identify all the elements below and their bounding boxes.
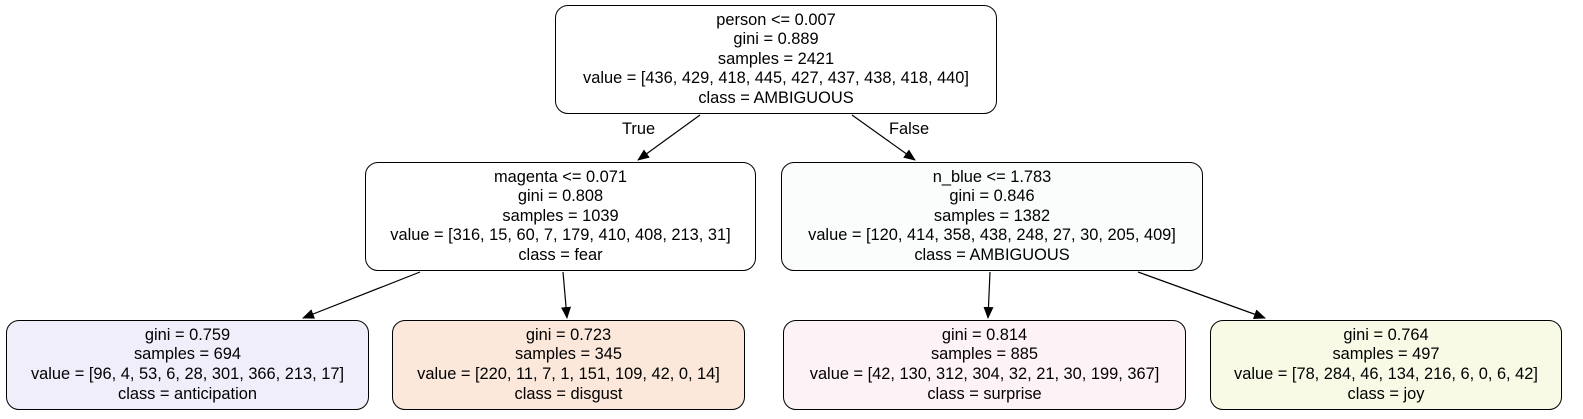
edge-0-to-2 — [851, 114, 916, 161]
edge-label-true: True — [622, 120, 656, 138]
node-value: value = [78, 284, 46, 134, 216, 6, 0, 6,… — [1234, 365, 1538, 383]
tree-leaf-anticipation: gini = 0.759 samples = 694 value = [96, … — [6, 320, 369, 410]
edge-2-to-5 — [983, 271, 994, 319]
tree-node-root: person <= 0.007 gini = 0.889 samples = 2… — [555, 5, 997, 114]
node-samples: samples = 2421 — [717, 49, 835, 68]
edge-1-to-4 — [561, 271, 572, 319]
node-value: value = [316, 15, 60, 7, 179, 410, 408, … — [390, 226, 731, 245]
node-gini: gini = 0.723 — [525, 325, 612, 344]
node-gini: gini = 0.889 — [733, 30, 819, 49]
node-class: class = fear — [518, 245, 603, 264]
node-samples: samples = 1382 — [933, 206, 1051, 225]
node-class: class = disgust — [514, 384, 623, 403]
node-value: value = [96, 4, 53, 6, 28, 301, 366, 213… — [30, 365, 345, 383]
edge-2-to-6 — [1137, 271, 1266, 319]
node-samples: samples = 694 — [133, 345, 242, 364]
node-gini: gini = 0.808 — [517, 187, 604, 206]
node-value: value = [220, 11, 7, 1, 151, 109, 42, 0,… — [417, 365, 720, 383]
tree-leaf-joy: gini = 0.764 samples = 497 value = [78, … — [1210, 320, 1562, 410]
node-class: class = anticipation — [118, 384, 257, 403]
node-gini: gini = 0.764 — [1343, 325, 1429, 344]
node-samples: samples = 885 — [930, 345, 1039, 364]
node-samples: samples = 1039 — [502, 206, 619, 225]
tree-leaf-disgust: gini = 0.723 samples = 345 value = [220,… — [392, 320, 745, 410]
edge-label-false: False — [889, 120, 930, 138]
edge-0-to-1 — [637, 114, 701, 161]
node-samples: samples = 497 — [1332, 345, 1440, 364]
node-class: class = surprise — [927, 384, 1042, 403]
tree-node-right: n_blue <= 1.783 gini = 0.846 samples = 1… — [781, 162, 1203, 271]
node-gini: gini = 0.846 — [949, 187, 1035, 206]
node-samples: samples = 345 — [514, 345, 623, 364]
node-value: value = [436, 429, 418, 445, 427, 437, 4… — [583, 69, 969, 88]
node-value: value = [120, 414, 358, 438, 248, 27, 30… — [808, 226, 1176, 245]
node-gini: gini = 0.814 — [941, 325, 1028, 344]
node-split-condition: n_blue <= 1.783 — [932, 167, 1052, 186]
tree-leaf-surprise: gini = 0.814 samples = 885 value = [42, … — [783, 320, 1186, 410]
node-gini: gini = 0.759 — [144, 325, 231, 344]
node-value: value = [42, 130, 312, 304, 32, 21, 30, … — [809, 365, 1160, 383]
node-class: class = joy — [1347, 384, 1425, 403]
tree-node-left: magenta <= 0.071 gini = 0.808 samples = … — [365, 162, 756, 271]
node-split-condition: magenta <= 0.071 — [493, 167, 628, 186]
node-class: class = AMBIGUOUS — [914, 245, 1070, 264]
node-split-condition: person <= 0.007 — [716, 10, 836, 29]
node-class: class = AMBIGUOUS — [698, 88, 854, 107]
edge-1-to-3 — [302, 271, 421, 319]
